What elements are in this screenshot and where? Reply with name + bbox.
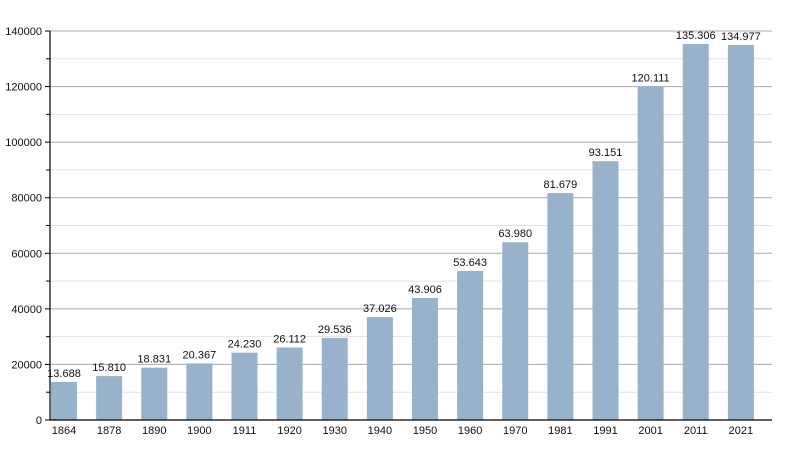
bar-value-label: 37.026 [363,303,397,315]
bar [96,376,123,420]
bar [231,352,258,420]
x-tick-label: 1940 [368,425,392,437]
gridlines [50,30,772,393]
bar-value-label: 43.906 [408,284,442,296]
x-tick-label: 2021 [729,425,753,437]
y-tick-label: 40000 [11,304,42,316]
bar-value-label: 135.306 [676,30,716,42]
bar-value-label: 15.810 [92,362,126,374]
x-tick-label: 1991 [593,425,617,437]
x-tick-label: 1920 [277,425,301,437]
x-tick-label: 1981 [548,425,572,437]
bar [51,381,77,420]
bar [457,270,484,420]
bar [682,44,709,421]
labels: 0 20000 40000 60000 80000 100000 120000 140000 1… [5,26,760,437]
bar-value-label: 93.151 [589,147,623,159]
y-tick-label: 100000 [5,137,42,149]
x-tick-label: 1911 [233,425,257,437]
bar-value-label: 53.643 [453,257,487,269]
axes [45,30,772,421]
x-tick-label: 1970 [503,425,527,437]
bar [276,347,303,420]
bar [141,367,168,420]
y-tick-label: 140000 [5,26,42,38]
bar [412,298,438,420]
x-tick-label: 1950 [413,425,437,437]
x-tick-label: 1890 [142,425,166,437]
x-tick-label: 1878 [97,425,121,437]
bar-value-label: 26.112 [273,333,306,345]
bar [727,44,754,421]
bar-value-label: 20.367 [183,349,217,361]
bar [592,161,619,421]
x-tick-label: 2001 [638,425,662,437]
bar [547,193,574,420]
bar-value-label: 134.977 [721,31,761,43]
y-tick-label: 80000 [11,193,42,205]
bar-value-label: 81.679 [544,179,578,191]
bar-value-label: 63.980 [498,228,532,240]
x-tick-label: 1960 [458,425,482,437]
bar [637,86,664,421]
x-tick-label: 1864 [52,425,76,437]
y-tick-label: 120000 [5,82,42,94]
x-tick-label: 2011 [684,425,708,437]
bars [51,44,754,421]
bar [502,242,529,420]
bar-value-label: 24.230 [228,339,262,351]
y-tick-label: 20000 [11,359,42,371]
bar-value-label: 18.831 [137,354,171,366]
x-tick-label: 1900 [187,425,211,437]
y-tick-label: 60000 [11,248,42,260]
y-tick-label: 0 [36,415,42,427]
bar [366,317,393,420]
bar-value-label: 13.688 [47,368,81,380]
bar [321,337,348,420]
bar-value-label: 120.111 [632,72,670,84]
bar-value-label: 29.536 [318,324,352,336]
x-tick-label: 1930 [323,425,347,437]
bar [186,363,213,420]
